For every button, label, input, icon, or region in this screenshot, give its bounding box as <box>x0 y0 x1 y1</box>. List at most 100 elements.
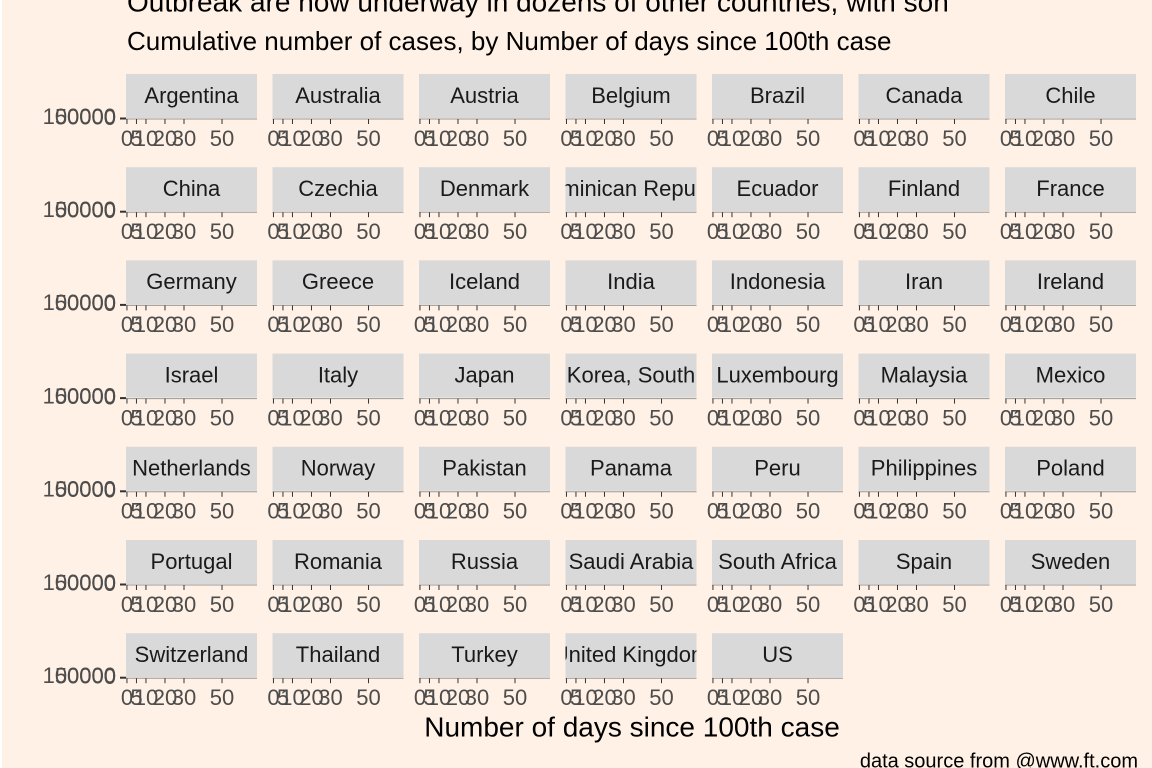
x-tick-label: 10 <box>427 499 451 524</box>
x-tick-label: 30 <box>904 219 928 244</box>
caption: data source from @www.ft.com <box>860 750 1138 768</box>
x-tick-label: 20 <box>446 219 470 244</box>
x-tick-label: 5 <box>570 219 582 244</box>
x-tick-label: 10 <box>720 499 744 524</box>
facet-label: Saudi Arabia <box>569 549 695 574</box>
x-tick-label: 5 <box>716 405 728 430</box>
x-tick-label: 10 <box>573 592 597 617</box>
facet-strip <box>858 540 990 584</box>
x-tick-label: 20 <box>1032 499 1056 524</box>
x-tick-label: 50 <box>942 312 966 337</box>
facet-strip <box>1005 540 1136 584</box>
x-tick-label: 20 <box>1032 312 1056 337</box>
x-tick-label: 50 <box>210 685 234 710</box>
x-tick-label: 5 <box>423 499 435 524</box>
facet-label: Italy <box>318 362 358 387</box>
x-tick-label: 20 <box>885 126 909 151</box>
facet-label: Czechia <box>298 176 378 201</box>
x-tick-label: 10 <box>720 685 744 710</box>
x-tick-label: 0 <box>707 312 719 337</box>
x-tick-label: 20 <box>299 312 323 337</box>
x-tick-label: 50 <box>649 219 673 244</box>
x-tick-label: 0 <box>267 499 279 524</box>
x-tick-label: 20 <box>739 499 763 524</box>
x-tick-label: 0 <box>414 592 426 617</box>
facet-label: Ireland <box>1037 269 1104 294</box>
x-tick-label: 10 <box>720 312 744 337</box>
x-tick-label: 50 <box>796 499 820 524</box>
facet-label: Switzerland <box>135 642 249 667</box>
x-tick-label: 5 <box>570 312 582 337</box>
x-tick-label: 20 <box>885 219 909 244</box>
x-tick-label: 10 <box>134 312 158 337</box>
x-tick-label: 0 <box>267 126 279 151</box>
x-tick-label: 10 <box>573 126 597 151</box>
x-tick-label: 5 <box>570 685 582 710</box>
x-tick-label: 50 <box>796 312 820 337</box>
y-tick-label: 100000 <box>43 477 116 502</box>
x-tick-label: 0 <box>121 219 133 244</box>
facet-label: Ecuador <box>737 176 819 201</box>
x-tick-label: 10 <box>427 592 451 617</box>
x-tick-label: 20 <box>153 685 177 710</box>
x-tick-label: 10 <box>866 312 890 337</box>
x-tick-label: 5 <box>423 685 435 710</box>
x-tick-label: 5 <box>1009 219 1021 244</box>
facet-strip <box>272 260 404 305</box>
facet-strip <box>1005 260 1136 305</box>
facet-strip <box>272 74 404 118</box>
x-tick-label: 10 <box>1013 405 1037 430</box>
facet-label: Philippines <box>871 456 977 481</box>
facet-strip <box>858 167 990 212</box>
x-tick-label: 10 <box>280 405 304 430</box>
facet-label: Panama <box>590 456 673 481</box>
x-tick-label: 10 <box>866 405 890 430</box>
x-tick-label: 20 <box>592 405 616 430</box>
x-tick-label: 0 <box>1000 219 1012 244</box>
x-tick-label: 0 <box>267 592 279 617</box>
x-tick-label: 50 <box>796 126 820 151</box>
x-tick-label: 20 <box>299 126 323 151</box>
x-tick-label: 20 <box>739 592 763 617</box>
x-tick-label: 5 <box>130 219 142 244</box>
x-tick-label: 30 <box>172 592 196 617</box>
x-tick-label: 20 <box>592 219 616 244</box>
x-tick-label: 20 <box>299 405 323 430</box>
x-tick-label: 5 <box>277 405 289 430</box>
x-tick-label: 30 <box>465 592 489 617</box>
facet-strip <box>565 446 697 491</box>
x-tick-label: 50 <box>1089 126 1113 151</box>
y-tick-label: 100000 <box>43 570 116 595</box>
facet-strip <box>126 540 257 584</box>
x-tick-label: 30 <box>172 685 196 710</box>
x-tick-label: 0 <box>853 126 865 151</box>
facet-label: Portugal <box>151 549 233 574</box>
x-tick-label: 30 <box>465 499 489 524</box>
x-tick-label: 5 <box>716 126 728 151</box>
x-tick-label: 5 <box>863 219 875 244</box>
x-tick-label: 0 <box>121 312 133 337</box>
x-tick-label: 5 <box>570 126 582 151</box>
facet-strip <box>126 353 257 398</box>
x-tick-label: 50 <box>356 219 380 244</box>
x-tick-label: 10 <box>720 592 744 617</box>
x-tick-label: 20 <box>739 312 763 337</box>
x-tick-label: 20 <box>153 219 177 244</box>
x-tick-label: 20 <box>885 312 909 337</box>
y-tick-label: 0 <box>104 478 116 503</box>
facet-label: Dominican Republic <box>533 176 729 201</box>
facet-strip <box>1005 167 1136 212</box>
facet-label: Thailand <box>296 642 380 667</box>
x-tick-label: 50 <box>649 592 673 617</box>
facet-strip <box>712 353 843 398</box>
x-tick-label: 30 <box>611 219 635 244</box>
facet-label: Austria <box>450 83 519 108</box>
x-tick-label: 5 <box>716 499 728 524</box>
x-tick-label: 10 <box>280 126 304 151</box>
x-tick-label: 5 <box>423 405 435 430</box>
facet-label: Malaysia <box>881 362 969 387</box>
x-tick-label: 10 <box>866 126 890 151</box>
facet-strip <box>565 540 697 584</box>
y-tick-label: 0 <box>104 384 116 409</box>
